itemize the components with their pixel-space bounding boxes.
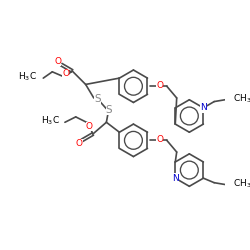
Text: S: S [94,94,101,104]
Text: N: N [172,174,179,183]
Text: H$_3$C: H$_3$C [42,114,60,127]
Text: O: O [86,122,93,131]
Text: CH$_3$: CH$_3$ [233,92,250,105]
Text: O: O [76,140,83,148]
Text: O: O [62,69,69,78]
Text: S: S [106,105,112,115]
Text: O: O [156,81,163,90]
Text: H$_3$C: H$_3$C [18,70,37,82]
Text: N: N [200,103,207,112]
Text: O: O [156,135,163,144]
Text: O: O [54,58,61,66]
Text: CH$_3$: CH$_3$ [233,177,250,190]
